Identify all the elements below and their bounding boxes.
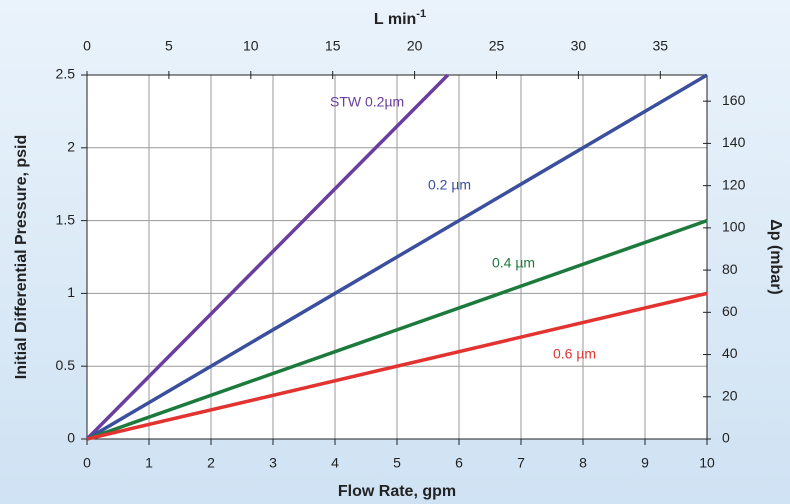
y-tick-label: 0 xyxy=(67,430,75,446)
x-tick-label: 0 xyxy=(83,455,91,471)
x2-axis-title-main: L min xyxy=(374,11,416,28)
x-tick-label: 1 xyxy=(145,455,153,471)
x-tick-label: 8 xyxy=(579,455,587,471)
x2-tick-label: 5 xyxy=(165,38,173,54)
y2-axis-title: Δp (mbar) xyxy=(767,219,784,295)
x2-tick-label: 25 xyxy=(489,38,505,54)
x2-tick-label: 35 xyxy=(653,38,669,54)
x2-tick-label: 10 xyxy=(243,38,259,54)
x2-tick-label: 15 xyxy=(325,38,341,54)
x-tick-label: 6 xyxy=(455,455,463,471)
x-tick-label: 5 xyxy=(393,455,401,471)
x-axis-title: Flow Rate, gpm xyxy=(338,483,456,500)
series-label: 0.4 µm xyxy=(492,255,535,271)
x2-tick-label: 20 xyxy=(407,38,423,54)
y2-tick-label: 160 xyxy=(722,92,746,108)
y-tick-label: 2.5 xyxy=(56,66,76,82)
y-tick-label: 1 xyxy=(67,284,75,300)
x-tick-label: 10 xyxy=(699,455,715,471)
series-line xyxy=(86,73,708,441)
y2-tick-label: 20 xyxy=(722,387,738,403)
y2-tick-label: 80 xyxy=(722,261,738,277)
y-tick-label: 2 xyxy=(67,139,75,155)
x-tick-label: 4 xyxy=(331,455,339,471)
x-tick-label: 9 xyxy=(641,455,649,471)
x-tick-label: 2 xyxy=(207,455,215,471)
series-line xyxy=(85,73,450,441)
x-tick-label: 3 xyxy=(269,455,277,471)
y-tick-label: 1.5 xyxy=(56,211,76,227)
y-tick-label: 0.5 xyxy=(56,357,76,373)
series-label: 0.6 µm xyxy=(553,346,596,362)
y2-tick-label: 0 xyxy=(722,430,730,446)
y2-tick-label: 120 xyxy=(722,176,746,192)
series-line xyxy=(86,291,708,441)
x2-tick-label: 30 xyxy=(571,38,587,54)
y2-tick-label: 140 xyxy=(722,134,746,150)
series-label: STW 0.2µm xyxy=(330,94,404,110)
x2-axis-title: L min-1 xyxy=(374,8,426,28)
y-axis-title: Initial Differential Pressure, psid xyxy=(13,135,30,380)
series-line xyxy=(86,218,708,441)
y2-tick-label: 100 xyxy=(722,219,746,235)
x2-tick-label: 0 xyxy=(83,38,91,54)
y2-tick-label: 40 xyxy=(722,345,738,361)
y2-tick-label: 60 xyxy=(722,303,738,319)
x-tick-label: 7 xyxy=(517,455,525,471)
series-label: 0.2 µm xyxy=(428,177,471,193)
x2-axis-title-sup: -1 xyxy=(416,8,426,20)
